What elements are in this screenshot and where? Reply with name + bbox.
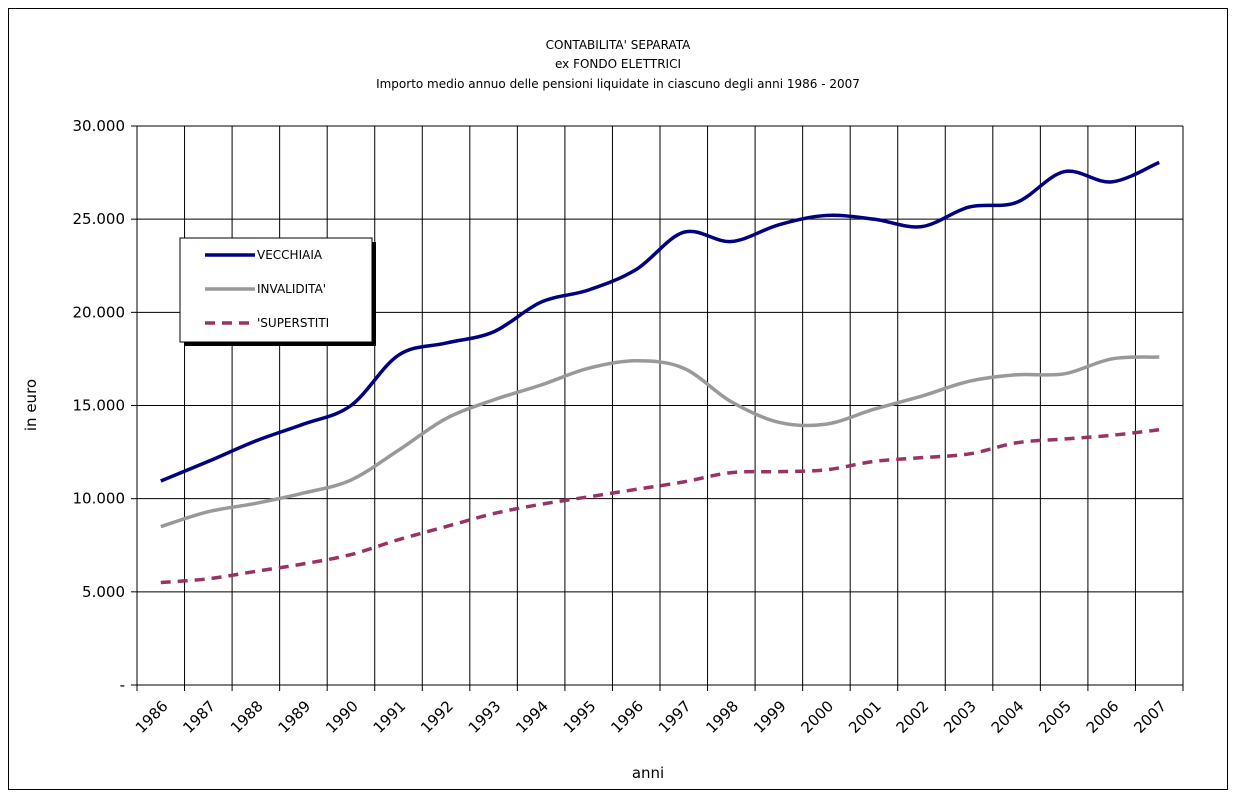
x-axis-label: anni [632, 764, 664, 782]
y-tick-label: 10.000 [73, 490, 126, 508]
y-tick-label: 20.000 [73, 303, 126, 321]
data-line [160, 160, 1160, 483]
chart-title: ex FONDO ELETTRICI [555, 57, 681, 71]
data-line [160, 355, 1160, 529]
legend-label: VECCHIAIA [257, 248, 323, 262]
chart-title: Importo medio annuo delle pensioni liqui… [376, 77, 860, 91]
chart-border [8, 8, 1228, 790]
y-tick-label: 25.000 [73, 210, 126, 228]
legend-label: INVALIDITA' [257, 282, 326, 296]
y-tick-label: 5.000 [82, 583, 125, 601]
legend-label: 'SUPERSTITI [257, 316, 329, 330]
y-tick-label: 15.000 [73, 397, 126, 415]
y-tick-label: - [120, 676, 125, 694]
y-axis-label: in euro [22, 379, 40, 431]
y-tick-label: 30.000 [73, 117, 126, 135]
chart-title: CONTABILITA' SEPARATA [546, 38, 692, 52]
